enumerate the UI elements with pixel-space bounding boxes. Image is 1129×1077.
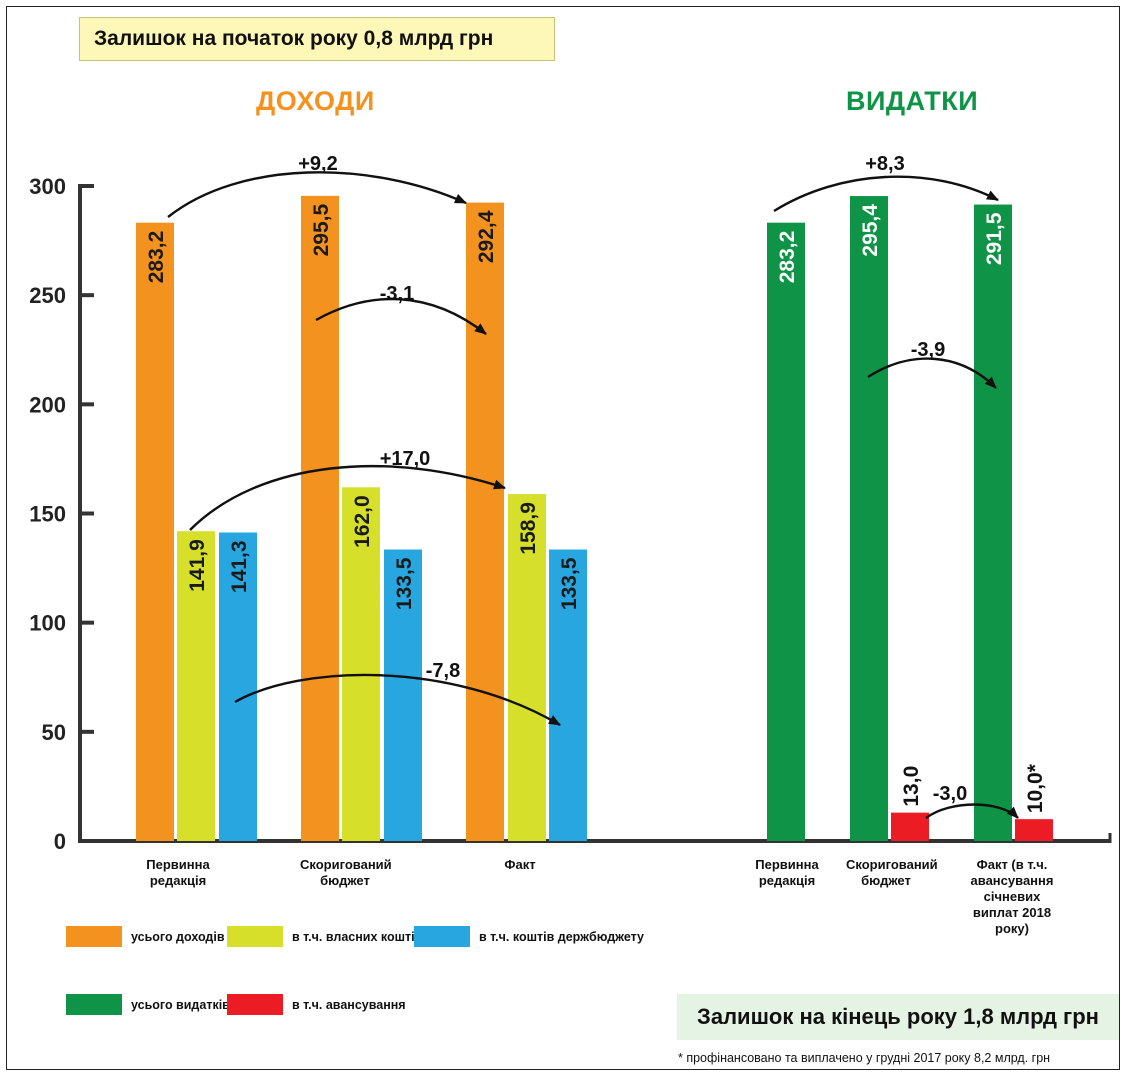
income-bar-blue-3 bbox=[549, 549, 587, 841]
expense-bar-red-2-label: 13,0 bbox=[900, 766, 923, 807]
legend-advances: в т.ч. авансування bbox=[227, 994, 406, 1015]
opening-balance-text: Залишок на початок року 0,8 млрд грн bbox=[94, 27, 494, 50]
arrow-expense-total bbox=[773, 175, 999, 213]
expense-category-1-text: Первинна редакція bbox=[755, 857, 819, 888]
y-tick-label: 200 bbox=[29, 392, 66, 417]
y-tick-label: 50 bbox=[42, 720, 66, 745]
footnote: * профінансовано та виплачено у грудні 2… bbox=[678, 1051, 1050, 1065]
arrow-income-total-diff-label: -3,1 bbox=[380, 283, 414, 305]
expense-bar-red-3-label: 10,0* bbox=[1024, 763, 1047, 813]
income-bar-blue-2-label: 133,5 bbox=[393, 557, 416, 610]
arrow-expense-advances-label: -3,0 bbox=[933, 783, 967, 805]
arrow-income-total bbox=[167, 171, 467, 218]
expense-bar-red-3 bbox=[1015, 819, 1053, 841]
expense-category-1: Первинна редакція bbox=[752, 857, 822, 889]
income-bar-orange-1-label: 283,2 bbox=[145, 231, 168, 284]
income-category-3: Факт bbox=[490, 857, 550, 873]
arrow-income-total-diff bbox=[315, 297, 487, 335]
income-bar-yellow-3 bbox=[508, 494, 546, 841]
expense-bar-green-2-label: 295,4 bbox=[859, 204, 882, 257]
legend-label-own-funds: в т.ч. власних коштів bbox=[292, 929, 423, 944]
expense-bar-green-3 bbox=[974, 204, 1012, 841]
income-category-3-text: Факт bbox=[504, 857, 536, 872]
income-category-2-text: Скоригований бюджет bbox=[300, 857, 392, 888]
arrow-income-total-label: +9,2 bbox=[298, 153, 337, 175]
chart-frame bbox=[6, 6, 1120, 1070]
legend-label-total-expenses: усього видатків bbox=[131, 997, 230, 1012]
legend-swatch-blue bbox=[414, 926, 470, 947]
income-bar-blue-1 bbox=[219, 532, 257, 841]
income-bar-orange-3 bbox=[466, 202, 504, 842]
arrow-income-own-label: +17,0 bbox=[380, 448, 431, 470]
income-bar-yellow-1 bbox=[177, 531, 215, 841]
expense-bar-green-1 bbox=[767, 222, 805, 841]
expense-bar-green-2 bbox=[850, 196, 888, 841]
arrow-income-state-label: -7,8 bbox=[426, 660, 460, 682]
legend-total-expenses: усього видатків bbox=[66, 994, 230, 1015]
expense-bar-green-1-label: 283,2 bbox=[776, 231, 799, 284]
expense-category-3-text: Факт (в т.ч. авансування січневих виплат… bbox=[970, 857, 1054, 936]
y-tick-label: 250 bbox=[29, 283, 66, 308]
opening-balance-box: Залишок на початок року 0,8 млрд грн bbox=[79, 17, 555, 61]
income-bar-yellow-1-label: 141,9 bbox=[186, 539, 209, 592]
expense-category-3: Факт (в т.ч. авансування січневих виплат… bbox=[963, 857, 1061, 937]
arrow-expense-total-diff bbox=[867, 357, 997, 389]
closing-balance-box: Залишок на кінець року 1,8 млрд грн bbox=[677, 994, 1119, 1040]
legend-label-total-income: усього доходів bbox=[131, 929, 225, 944]
expense-title-text: ВИДАТКИ bbox=[846, 86, 979, 116]
legend-swatch-red bbox=[227, 994, 283, 1015]
income-category-1-text: Первинна редакція bbox=[146, 857, 210, 888]
income-bar-yellow-3-label: 158,9 bbox=[517, 502, 540, 555]
legend-state-budget: в т.ч. коштів держбюджету bbox=[414, 926, 644, 947]
legend-own-funds: в т.ч. власних коштів bbox=[227, 926, 422, 947]
arrow-expense-total-diff-label: -3,9 bbox=[911, 339, 945, 361]
expense-title: ВИДАТКИ bbox=[846, 86, 978, 117]
arrow-income-state bbox=[234, 673, 561, 727]
income-bar-blue-1-label: 141,3 bbox=[228, 540, 251, 593]
income-category-2: Скоригований бюджет bbox=[300, 857, 392, 889]
income-bar-yellow-2-label: 162,0 bbox=[351, 495, 374, 548]
legend-label-advances: в т.ч. авансування bbox=[292, 997, 406, 1012]
legend-swatch-orange bbox=[66, 926, 122, 947]
expense-category-2: Скоригований бюджет bbox=[846, 857, 938, 889]
income-bar-orange-3-label: 292,4 bbox=[475, 210, 498, 263]
expense-bar-red-2 bbox=[891, 812, 929, 841]
income-category-1: Первинна редакція bbox=[133, 857, 223, 889]
arrow-expense-total-label: +8,3 bbox=[865, 153, 904, 175]
legend-swatch-yellow bbox=[227, 926, 283, 947]
arrow-expense-advances bbox=[925, 803, 1019, 819]
income-bar-orange-2 bbox=[301, 195, 339, 841]
legend-total-income: усього доходів bbox=[66, 926, 225, 947]
closing-balance-text: Залишок на кінець року 1,8 млрд грн bbox=[697, 1004, 1099, 1029]
income-bar-orange-2-label: 295,5 bbox=[310, 204, 333, 257]
income-bar-blue-3-label: 133,5 bbox=[558, 557, 581, 610]
expense-bar-green-3-label: 291,5 bbox=[983, 212, 1006, 265]
income-title: ДОХОДИ bbox=[256, 86, 375, 117]
y-tick-label: 100 bbox=[29, 611, 66, 636]
income-bar-orange-1 bbox=[136, 222, 174, 841]
y-tick-label: 150 bbox=[29, 502, 66, 527]
income-bar-blue-2 bbox=[384, 549, 422, 841]
footnote-text: * профінансовано та виплачено у грудні 2… bbox=[678, 1051, 1051, 1065]
legend-label-state-budget: в т.ч. коштів держбюджету bbox=[479, 929, 645, 944]
y-tick-label: 0 bbox=[54, 829, 66, 854]
expense-category-2-text: Скоригований бюджет bbox=[846, 857, 938, 888]
arrow-income-own bbox=[189, 464, 506, 531]
income-title-text: ДОХОДИ bbox=[256, 86, 375, 116]
income-bar-yellow-2 bbox=[342, 487, 380, 841]
legend-swatch-green bbox=[66, 994, 122, 1015]
y-tick-label: 300 bbox=[29, 174, 66, 199]
